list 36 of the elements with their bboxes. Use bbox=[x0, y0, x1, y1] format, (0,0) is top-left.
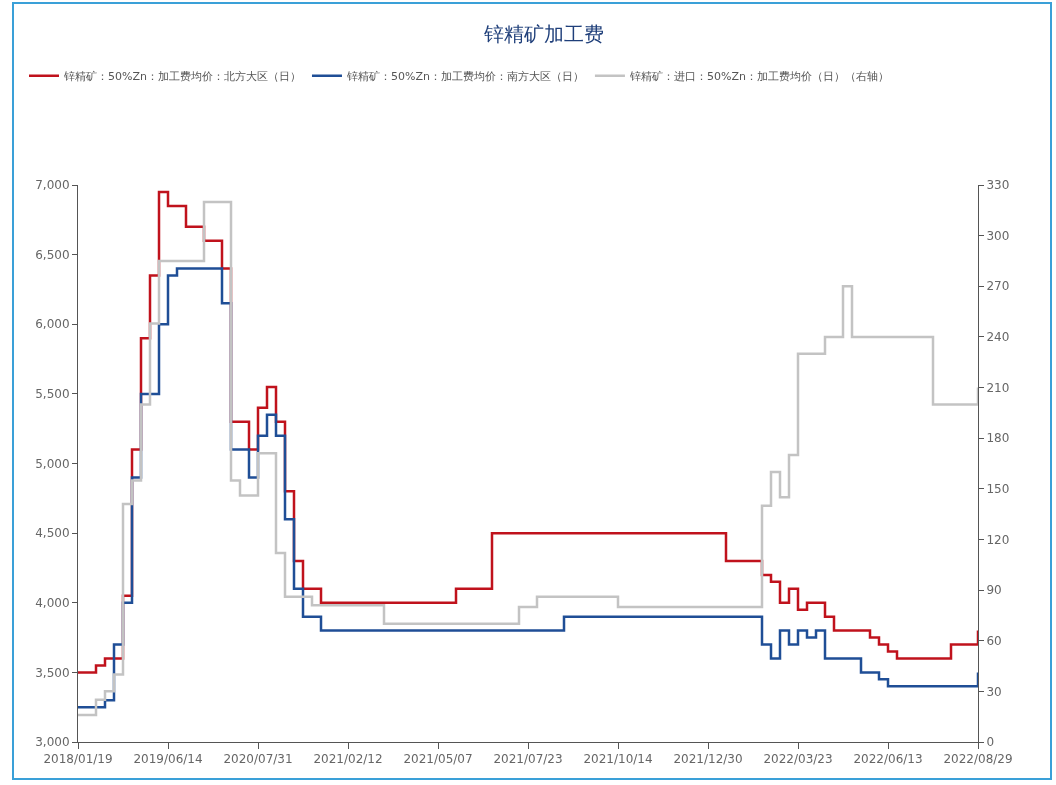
y2-tick-label: 210 bbox=[986, 380, 1010, 395]
y2-tick-label: 60 bbox=[986, 633, 1002, 648]
x-tick-label: 2020/07/31 bbox=[223, 752, 293, 767]
x-tick-label: 2021/05/07 bbox=[403, 752, 473, 767]
y2-tick-label: 0 bbox=[986, 735, 995, 750]
y-tick-label: 6,500 bbox=[35, 247, 70, 262]
x-tick-label: 2019/06/14 bbox=[133, 752, 203, 767]
y2-tick-label: 120 bbox=[986, 532, 1010, 547]
y2-tick-label: 270 bbox=[986, 279, 1010, 294]
x-tick-label: 2021/10/14 bbox=[583, 752, 653, 767]
y-tick-label: 3,000 bbox=[35, 735, 70, 750]
y-tick-label: 4,500 bbox=[35, 526, 70, 541]
y-tick-label: 6,000 bbox=[35, 317, 70, 332]
legend-label: 锌精矿：50%Zn：加工费均价：南方大区（日） bbox=[345, 70, 584, 84]
legend-label: 锌精矿：50%Zn：加工费均价：北方大区（日） bbox=[63, 70, 301, 84]
x-tick-label: 2022/06/13 bbox=[853, 752, 923, 767]
y-tick-label: 3,500 bbox=[35, 665, 70, 680]
y-tick-label: 5,000 bbox=[35, 456, 70, 471]
y2-tick-label: 90 bbox=[986, 583, 1002, 598]
y2-tick-label: 150 bbox=[986, 482, 1010, 497]
x-tick-label: 2021/12/30 bbox=[673, 752, 743, 767]
x-tick-label: 2021/02/12 bbox=[313, 752, 383, 767]
y2-tick-label: 180 bbox=[986, 431, 1010, 446]
y-tick-label: 5,500 bbox=[35, 387, 70, 402]
y2-tick-label: 330 bbox=[986, 178, 1010, 193]
y-tick-label: 4,000 bbox=[35, 595, 70, 610]
x-tick-label: 2018/01/19 bbox=[43, 752, 113, 767]
y-tick-label: 7,000 bbox=[35, 178, 70, 193]
y2-tick-label: 30 bbox=[986, 684, 1002, 699]
y2-tick-label: 300 bbox=[986, 228, 1010, 243]
x-tick-label: 2022/08/29 bbox=[943, 752, 1013, 767]
y2-tick-label: 240 bbox=[986, 330, 1010, 345]
x-tick-label: 2022/03/23 bbox=[763, 752, 833, 767]
chart-title: 锌精矿加工费 bbox=[482, 22, 604, 47]
legend-label: 锌精矿：进口：50%Zn：加工费均价（日）（右轴） bbox=[628, 70, 889, 84]
x-tick-label: 2021/07/23 bbox=[493, 752, 563, 767]
